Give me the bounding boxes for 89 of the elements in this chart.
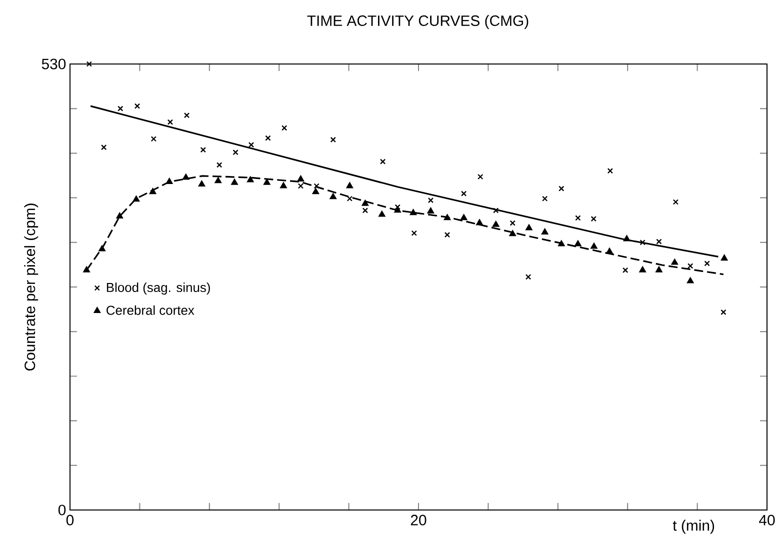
- point: [478, 174, 484, 180]
- legend-label: Cerebral cortex: [106, 305, 194, 315]
- point: [380, 158, 386, 164]
- point: [639, 266, 646, 272]
- chart-title: TIME ACTIVITY CURVES (CMG): [307, 15, 528, 29]
- point: [298, 183, 304, 189]
- point: [686, 277, 694, 284]
- point: [720, 254, 728, 261]
- point: [167, 119, 174, 125]
- line-series: [90, 105, 720, 258]
- point: [149, 188, 156, 194]
- point: [150, 136, 156, 142]
- point: [427, 207, 434, 214]
- point: [312, 188, 320, 194]
- point: [720, 309, 726, 316]
- point: [246, 176, 254, 182]
- point: [232, 149, 238, 156]
- point: [86, 61, 92, 67]
- y-tick-label: 530: [42, 58, 66, 70]
- y-axis-title: Countrate per pixel (cpm): [24, 204, 38, 371]
- point: [656, 238, 662, 244]
- point: [622, 267, 628, 274]
- point: [346, 182, 354, 188]
- point: [166, 178, 173, 184]
- point: [330, 193, 336, 200]
- x-tick-label: 0: [66, 514, 74, 526]
- point: [444, 214, 451, 220]
- point: [314, 183, 320, 189]
- point: [607, 168, 614, 174]
- point: [509, 230, 516, 236]
- point: [330, 136, 336, 143]
- point: [558, 186, 564, 192]
- point: [672, 199, 679, 205]
- point: [134, 103, 140, 109]
- point: [231, 178, 238, 185]
- point: [410, 209, 417, 216]
- point: [656, 266, 662, 272]
- point: [526, 224, 532, 230]
- point: [116, 212, 124, 218]
- point: [575, 215, 581, 221]
- point: [704, 260, 710, 266]
- point: [671, 258, 678, 265]
- point: [98, 245, 106, 252]
- point: [460, 214, 468, 220]
- point: [280, 182, 287, 188]
- point: [346, 196, 353, 202]
- point: [640, 240, 646, 246]
- point: [590, 242, 598, 249]
- point: [132, 196, 140, 202]
- x-tick-label: 20: [410, 514, 426, 526]
- point: [525, 274, 532, 280]
- point: [362, 200, 369, 206]
- point: [493, 208, 499, 214]
- point: [606, 248, 613, 254]
- point: [428, 197, 434, 204]
- point: [411, 230, 418, 236]
- point: [542, 196, 548, 202]
- point: [265, 135, 271, 141]
- point: [687, 263, 694, 269]
- point: [100, 144, 107, 150]
- x-tick-label: 40: [759, 514, 775, 526]
- point: [394, 204, 400, 210]
- point: [378, 210, 386, 217]
- point: [182, 174, 190, 180]
- point: [574, 240, 582, 246]
- x-axis-title: t (min): [672, 520, 714, 534]
- point: [623, 235, 630, 242]
- point: [248, 142, 254, 148]
- point: [83, 266, 90, 272]
- point: [460, 190, 467, 196]
- point: [510, 220, 516, 226]
- point: [198, 180, 206, 187]
- point: [297, 175, 304, 182]
- point: [216, 162, 222, 168]
- point: [184, 112, 190, 118]
- point: [476, 219, 483, 226]
- point: [394, 206, 401, 213]
- point: [264, 178, 270, 185]
- point: [590, 216, 596, 222]
- point: [281, 125, 288, 131]
- point: [558, 240, 565, 246]
- point: [541, 228, 548, 234]
- point: [362, 208, 368, 214]
- point: [118, 106, 124, 112]
- point: [492, 220, 500, 227]
- point: [444, 232, 450, 238]
- legend-label: Blood (sag. sinus): [106, 282, 210, 295]
- point: [214, 177, 222, 184]
- point: [200, 146, 206, 153]
